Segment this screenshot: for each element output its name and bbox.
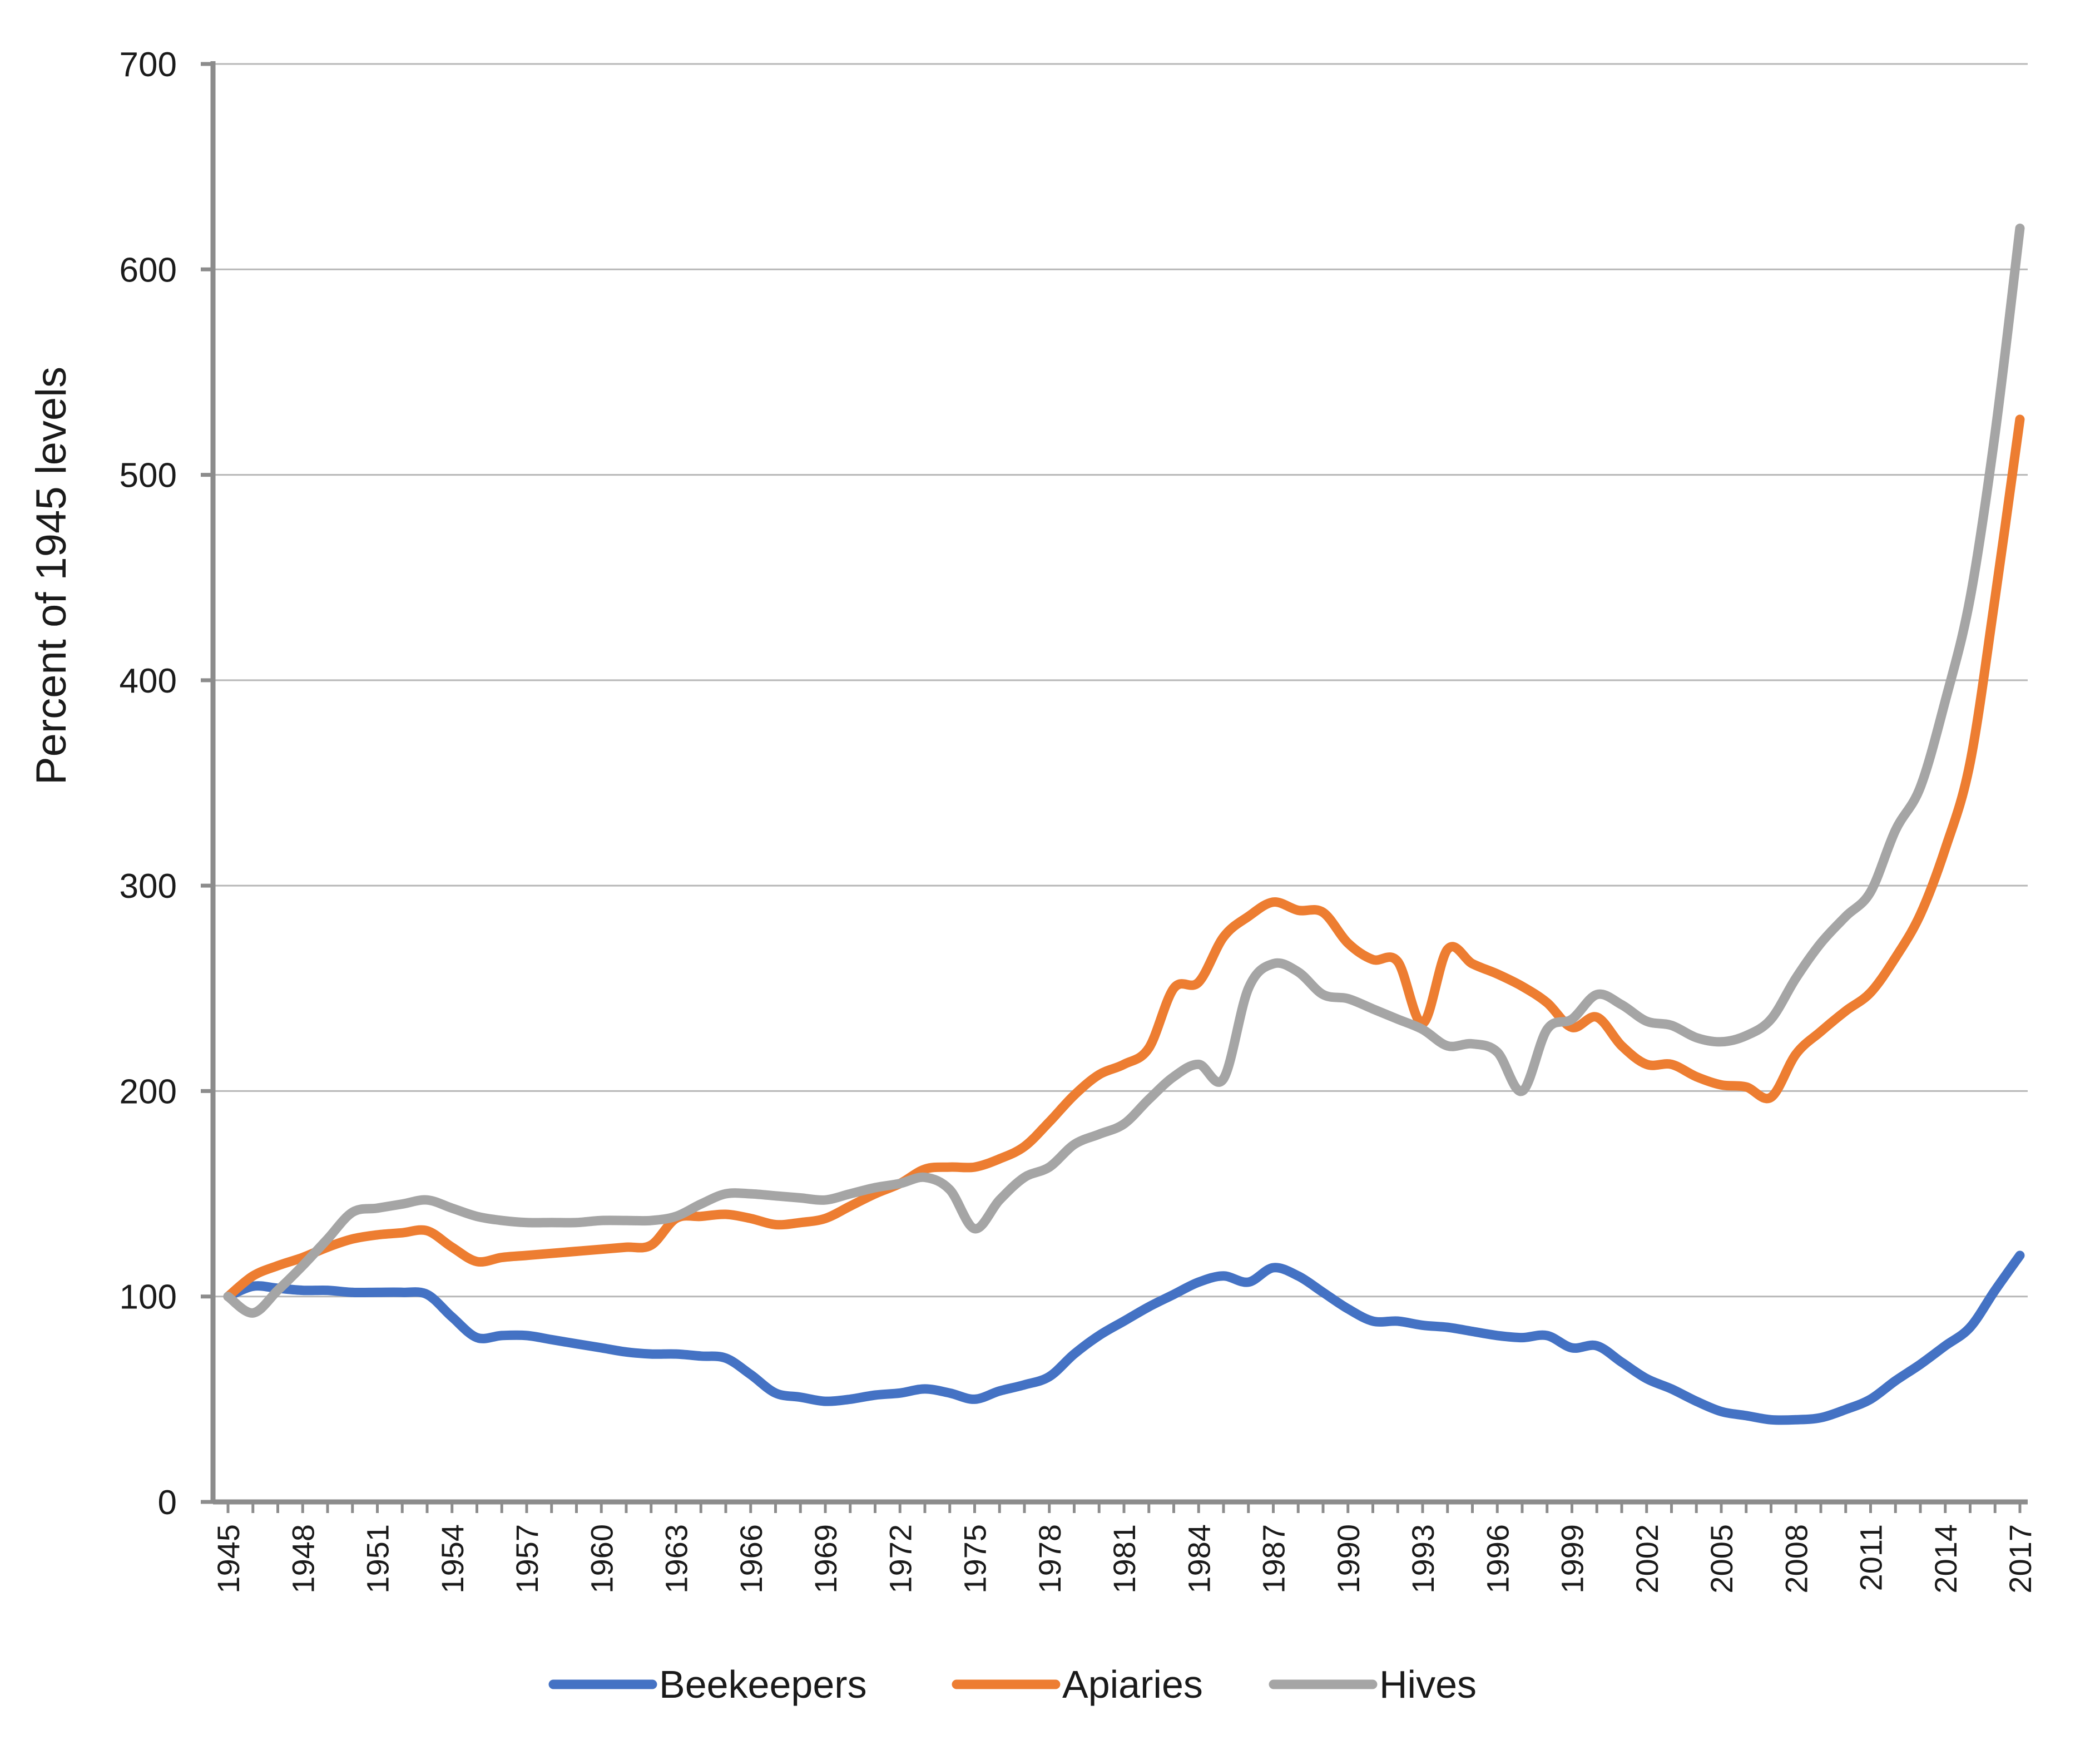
x-tick-label: 1996	[1480, 1524, 1515, 1594]
y-tick-label: 500	[120, 457, 177, 495]
x-tick-label: 1951	[360, 1524, 395, 1594]
x-tick-label: 1993	[1405, 1524, 1440, 1594]
legend-label-apiaries: Apiaries	[1062, 1663, 1203, 1706]
x-tick-label: 1954	[435, 1524, 470, 1594]
x-tick-label: 1978	[1032, 1524, 1067, 1594]
x-tick-label: 1969	[808, 1524, 843, 1594]
x-tick-label: 1963	[659, 1524, 694, 1594]
series-line-apiaries	[223, 414, 2025, 1302]
x-tick-label: 1987	[1256, 1524, 1291, 1594]
x-tick-label: 2008	[1779, 1524, 1814, 1594]
x-tick-label: 1972	[883, 1524, 918, 1594]
x-tick-label: 2002	[1630, 1524, 1665, 1594]
y-tick-label: 100	[120, 1278, 177, 1317]
legend-label-hives: Hives	[1379, 1663, 1477, 1706]
x-tick-label: 2011	[1854, 1524, 1889, 1591]
y-tick-label: 200	[120, 1072, 177, 1111]
y-tick-label: 0	[158, 1484, 177, 1522]
x-tick-label: 2017	[2003, 1524, 2038, 1594]
series-line-hives	[223, 223, 2025, 1318]
x-tick-label: 1975	[958, 1524, 993, 1594]
y-tick-label: 300	[120, 867, 177, 906]
x-tick-label: 1960	[584, 1524, 619, 1594]
y-axis-title: Percent of 1945 levels	[28, 367, 75, 785]
x-tick-label: 1981	[1107, 1524, 1142, 1594]
x-axis-tick-labels: 1945 1948 1951 1954 1957 1960 1963 1966 1969 1972…	[211, 1524, 2038, 1594]
legend: Beekeepers Apiaries Hives	[548, 1663, 1477, 1706]
x-tick-label: 1966	[734, 1524, 769, 1594]
y-axis-tick-labels: 0 100 200 300 400 500 600 700	[120, 46, 177, 1522]
y-tick-label: 400	[120, 662, 177, 700]
x-tick-label: 1957	[509, 1524, 544, 1594]
x-tick-label: 2014	[1928, 1524, 1963, 1594]
legend-label-beekeepers: Beekeepers	[659, 1663, 867, 1706]
x-tick-label: 2005	[1704, 1524, 1739, 1594]
x-tick-label: 1990	[1331, 1524, 1366, 1594]
x-tick-label: 1984	[1181, 1524, 1216, 1594]
x-tick-label: 1999	[1555, 1524, 1590, 1594]
x-tick-label: 1948	[285, 1524, 320, 1594]
gridlines	[201, 62, 2028, 1504]
axes	[210, 61, 2028, 1513]
series-line-beekeepers	[223, 1250, 2025, 1425]
y-tick-label: 700	[120, 46, 177, 84]
x-tick-label: 1945	[211, 1524, 246, 1594]
y-tick-label: 600	[120, 251, 177, 289]
series-lines	[223, 223, 2025, 1425]
